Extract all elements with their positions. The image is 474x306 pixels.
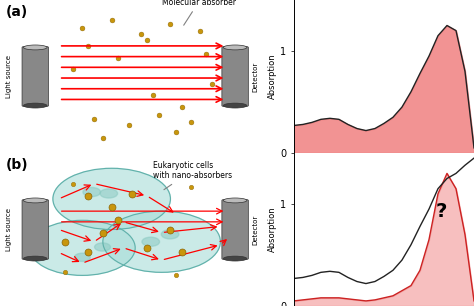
Circle shape xyxy=(100,189,118,198)
X-axis label: Wavelength [nm]: Wavelength [nm] xyxy=(347,156,420,165)
Ellipse shape xyxy=(24,256,47,261)
Ellipse shape xyxy=(223,256,247,261)
Circle shape xyxy=(29,220,135,275)
Y-axis label: Absorption: Absorption xyxy=(268,207,277,252)
Circle shape xyxy=(53,168,171,230)
Text: Light source: Light source xyxy=(6,55,12,98)
Text: Detector: Detector xyxy=(253,215,259,244)
Ellipse shape xyxy=(223,103,247,108)
FancyBboxPatch shape xyxy=(22,47,48,106)
Text: Light source: Light source xyxy=(6,208,12,251)
Text: (b): (b) xyxy=(6,158,28,172)
Text: Molecular absorber: Molecular absorber xyxy=(162,0,236,25)
FancyBboxPatch shape xyxy=(22,200,48,259)
Ellipse shape xyxy=(24,103,47,108)
Circle shape xyxy=(161,230,179,239)
Ellipse shape xyxy=(24,198,47,203)
Circle shape xyxy=(142,237,160,246)
Text: (a): (a) xyxy=(6,5,28,19)
Circle shape xyxy=(95,243,110,251)
Circle shape xyxy=(83,188,100,197)
Text: ?: ? xyxy=(436,202,447,221)
Ellipse shape xyxy=(24,45,47,50)
Ellipse shape xyxy=(223,45,247,50)
Circle shape xyxy=(74,253,90,261)
Ellipse shape xyxy=(223,198,247,203)
Circle shape xyxy=(103,211,220,272)
FancyBboxPatch shape xyxy=(222,47,248,106)
FancyBboxPatch shape xyxy=(222,200,248,259)
Text: Detector: Detector xyxy=(253,62,259,91)
Y-axis label: Absorption: Absorption xyxy=(268,54,277,99)
Text: Eukaryotic cells
with nano-absorbers: Eukaryotic cells with nano-absorbers xyxy=(153,161,232,190)
